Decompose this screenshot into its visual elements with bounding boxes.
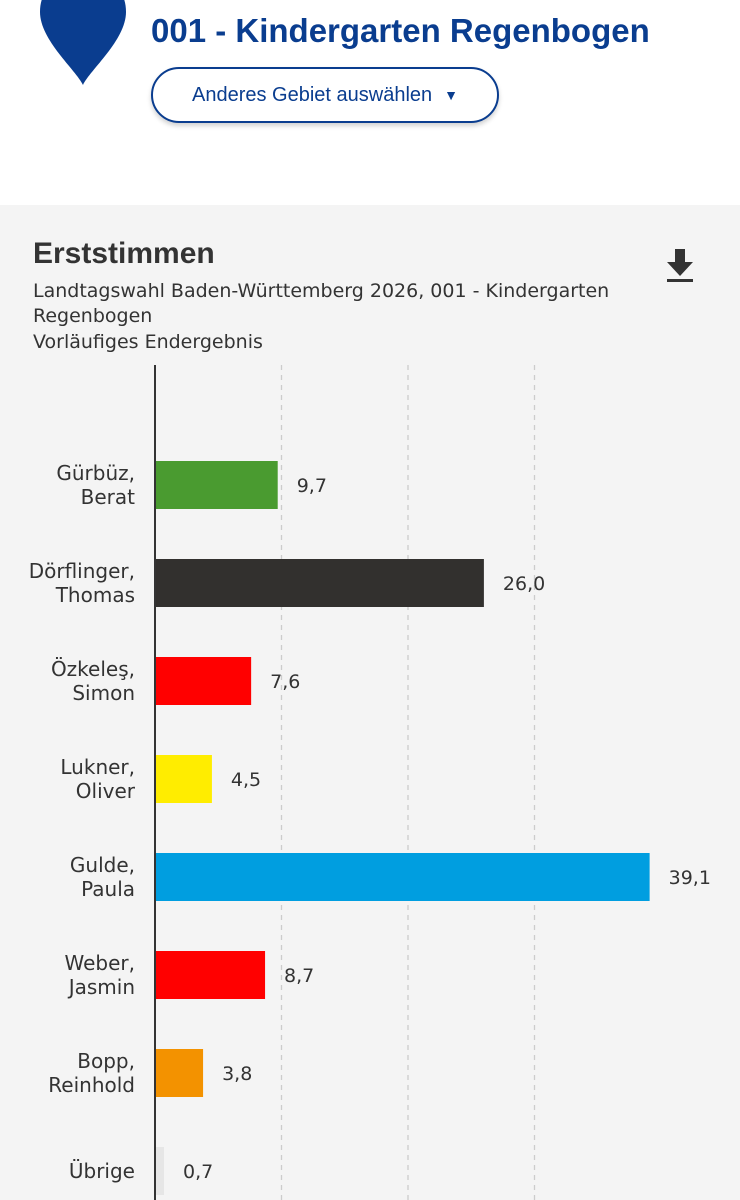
bar bbox=[155, 951, 266, 999]
area-select-label: Anderes Gebiet auswählen bbox=[191, 83, 433, 106]
category-label: Dörflinger, Thomas bbox=[29, 559, 135, 607]
chart-status: Vorläufiges Endergebnis bbox=[33, 331, 263, 353]
category-label: Lukner, Oliver bbox=[60, 755, 135, 803]
category-label: Weber, Jasmin bbox=[65, 951, 136, 999]
bar bbox=[155, 1147, 164, 1195]
area-title: 001 - Kindergarten Regenbogen bbox=[151, 12, 650, 49]
map-pin-icon bbox=[40, 0, 126, 85]
data-label: 8,7 bbox=[284, 965, 314, 987]
bar bbox=[155, 559, 484, 607]
caret-down-icon: ▼ bbox=[444, 87, 458, 103]
bar bbox=[155, 461, 278, 509]
data-label: 9,7 bbox=[297, 475, 327, 497]
data-label: 0,7 bbox=[183, 1161, 213, 1183]
data-label: 3,8 bbox=[222, 1063, 252, 1085]
category-label: Gulde, Paula bbox=[70, 853, 135, 901]
download-icon[interactable] bbox=[664, 247, 696, 283]
category-label: Gürbüz, Berat bbox=[56, 461, 135, 509]
bar-chart: 9,7 Gürbüz, Berat 26,0 Dörflinger, Thomas 7,6 Ö… bbox=[29, 365, 711, 1200]
bar bbox=[155, 1049, 204, 1097]
bar bbox=[155, 657, 252, 705]
chart-subtitle: Landtagswahl Baden-Württemberg 2026, 001… bbox=[33, 280, 610, 327]
area-select-button[interactable]: Anderes Gebiet auswählen ▼ bbox=[151, 67, 499, 123]
area-header: 001 - Kindergarten Regenbogen Anderes Ge… bbox=[0, 0, 740, 205]
chart-panel: Erststimmen Landtagswahl Baden-Württembe… bbox=[0, 205, 740, 1200]
data-label: 39,1 bbox=[669, 867, 711, 889]
category-label: Übrige bbox=[69, 1159, 135, 1183]
data-label: 7,6 bbox=[270, 671, 300, 693]
category-label: Bopp, Reinhold bbox=[48, 1049, 135, 1097]
bar bbox=[155, 853, 650, 901]
chart-title: Erststimmen bbox=[33, 237, 215, 270]
category-label: Özkeleş, Simon bbox=[51, 657, 135, 705]
data-label: 4,5 bbox=[231, 769, 261, 791]
bar bbox=[155, 755, 212, 803]
data-label: 26,0 bbox=[503, 573, 545, 595]
